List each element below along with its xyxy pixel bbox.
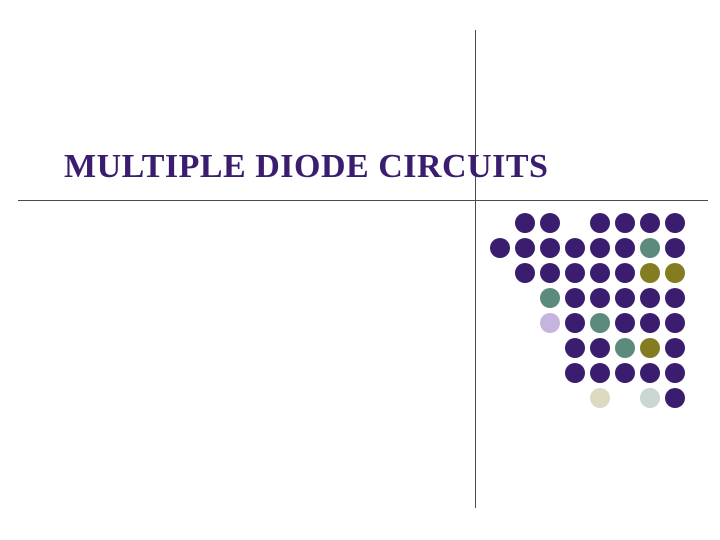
dot-teal (640, 238, 660, 258)
dot-purple (615, 238, 635, 258)
dot-row (490, 313, 685, 333)
dot-row (490, 363, 685, 383)
dot-purple (540, 263, 560, 283)
dot-purple (565, 288, 585, 308)
dot-row (490, 288, 685, 308)
slide-container: MULTIPLE DIODE CIRCUITS (0, 0, 720, 540)
dot-blank (540, 363, 560, 383)
dot-purple (640, 288, 660, 308)
dot-purple (590, 288, 610, 308)
dot-purple (540, 213, 560, 233)
dot-blank (565, 388, 585, 408)
horizontal-divider (18, 200, 708, 201)
dot-purple (665, 363, 685, 383)
dot-purple (515, 238, 535, 258)
dot-row (490, 238, 685, 258)
dot-purple (640, 363, 660, 383)
dot-blank (515, 338, 535, 358)
dot-blank (490, 213, 510, 233)
dot-purple (615, 288, 635, 308)
dot-purple (665, 238, 685, 258)
dot-purple (590, 363, 610, 383)
dot-purple (665, 288, 685, 308)
dot-blank (490, 388, 510, 408)
dot-purple (640, 213, 660, 233)
dot-blank (540, 388, 560, 408)
dot-row (490, 388, 685, 408)
dot-blank (515, 363, 535, 383)
decorative-dot-grid (490, 213, 685, 413)
dot-blank (515, 313, 535, 333)
dot-blank (490, 363, 510, 383)
dot-blank (540, 338, 560, 358)
dot-olive (640, 338, 660, 358)
dot-purple (665, 213, 685, 233)
vertical-divider (475, 30, 476, 508)
dot-blank (615, 388, 635, 408)
dot-blank (515, 388, 535, 408)
dot-blank (490, 263, 510, 283)
dot-row (490, 338, 685, 358)
dot-purple (590, 263, 610, 283)
dot-purple (615, 313, 635, 333)
dot-purple (665, 313, 685, 333)
dot-purple (565, 363, 585, 383)
dot-blank (515, 288, 535, 308)
dot-blank (490, 288, 510, 308)
dot-purple (590, 338, 610, 358)
dot-olive (640, 263, 660, 283)
dot-pale_teal (640, 388, 660, 408)
dot-row (490, 263, 685, 283)
dot-purple (615, 363, 635, 383)
slide-title: MULTIPLE DIODE CIRCUITS (64, 148, 548, 186)
dot-teal (590, 313, 610, 333)
dot-purple (490, 238, 510, 258)
dot-blank (565, 213, 585, 233)
dot-teal (615, 338, 635, 358)
dot-pale_olive (590, 388, 610, 408)
dot-blank (490, 338, 510, 358)
dot-purple (565, 263, 585, 283)
dot-purple (515, 263, 535, 283)
dot-purple (615, 213, 635, 233)
dot-purple (540, 238, 560, 258)
dot-purple (590, 213, 610, 233)
dot-purple (565, 238, 585, 258)
dot-purple (565, 338, 585, 358)
dot-lavender (540, 313, 560, 333)
dot-purple (565, 313, 585, 333)
dot-purple (640, 313, 660, 333)
dot-row (490, 213, 685, 233)
dot-purple (515, 213, 535, 233)
dot-purple (615, 263, 635, 283)
dot-purple (665, 338, 685, 358)
dot-purple (590, 238, 610, 258)
dot-teal (540, 288, 560, 308)
dot-purple (665, 388, 685, 408)
dot-olive (665, 263, 685, 283)
dot-blank (490, 313, 510, 333)
